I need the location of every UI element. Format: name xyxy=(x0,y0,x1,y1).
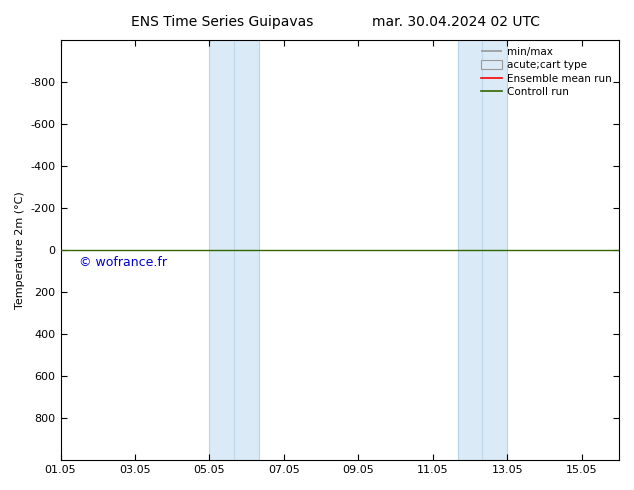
Text: mar. 30.04.2024 02 UTC: mar. 30.04.2024 02 UTC xyxy=(373,15,540,29)
Legend: min/max, acute;cart type, Ensemble mean run, Controll run: min/max, acute;cart type, Ensemble mean … xyxy=(477,43,616,101)
Y-axis label: Temperature 2m (°C): Temperature 2m (°C) xyxy=(15,191,25,309)
Bar xyxy=(482,40,507,460)
Text: ENS Time Series Guipavas: ENS Time Series Guipavas xyxy=(131,15,313,29)
Bar xyxy=(235,40,259,460)
Text: © wofrance.fr: © wofrance.fr xyxy=(79,256,167,269)
Bar xyxy=(209,40,235,460)
Bar xyxy=(458,40,482,460)
